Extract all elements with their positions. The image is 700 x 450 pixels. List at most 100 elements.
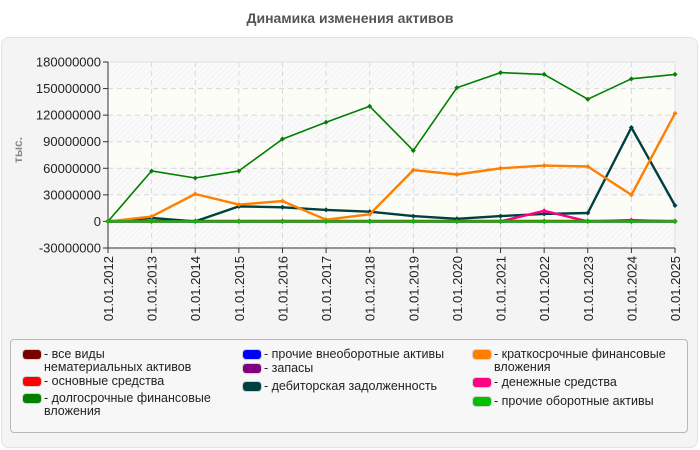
data-point-marker bbox=[236, 218, 242, 224]
legend-swatch-icon bbox=[243, 364, 261, 373]
data-point-marker bbox=[672, 71, 678, 77]
data-point-marker bbox=[279, 136, 285, 142]
legend-item-inventory: - запасы bbox=[243, 362, 473, 375]
data-point-marker bbox=[628, 192, 634, 198]
legend-swatch-icon bbox=[473, 397, 491, 406]
y-tick-label: 120000000 bbox=[36, 108, 101, 123]
legend-item-cash: - денежные средства bbox=[473, 376, 683, 389]
data-point-marker bbox=[279, 198, 285, 204]
x-tick-label: 01.01.2021 bbox=[494, 256, 509, 321]
legend-swatch-icon bbox=[23, 394, 41, 403]
data-point-marker bbox=[541, 208, 547, 214]
data-point-marker bbox=[149, 214, 155, 220]
y-tick-label: 180000000 bbox=[36, 55, 101, 70]
data-point-marker bbox=[323, 218, 329, 224]
legend-item-fixed-assets: - основные средства bbox=[23, 375, 198, 388]
data-point-marker bbox=[672, 202, 678, 208]
data-point-marker bbox=[672, 110, 678, 116]
y-axis-label: тыс. bbox=[11, 137, 25, 163]
data-point-marker bbox=[410, 213, 416, 219]
data-point-marker bbox=[192, 175, 198, 181]
x-tick-label: 01.01.2024 bbox=[624, 256, 639, 321]
data-point-marker bbox=[498, 165, 504, 171]
x-tick-label: 01.01.2017 bbox=[319, 256, 334, 321]
legend-swatch-icon bbox=[473, 350, 491, 359]
data-point-marker bbox=[454, 218, 460, 224]
legend-item-short-term-investments: - краткосрочные финансовые вложения bbox=[473, 348, 683, 374]
line-chart: -30000000 0 30000000 60000000 90000000 120000… bbox=[11, 55, 683, 322]
x-tick-label: 01.01.2012 bbox=[101, 256, 116, 321]
data-point-marker bbox=[367, 218, 373, 224]
x-tick-label: 01.01.2013 bbox=[145, 256, 160, 321]
data-point-marker bbox=[192, 218, 198, 224]
legend-item-intangible: - все виды нематериальных активов bbox=[23, 348, 198, 374]
data-point-marker bbox=[628, 76, 634, 82]
legend: - все виды нематериальных активов - осно… bbox=[10, 339, 688, 433]
data-point-marker bbox=[367, 211, 373, 217]
x-tick-label: 01.01.2023 bbox=[581, 256, 596, 321]
y-tick-label: 150000000 bbox=[36, 81, 101, 96]
data-point-marker bbox=[279, 218, 285, 224]
data-point-marker bbox=[410, 148, 416, 154]
x-tick-label: 01.01.2018 bbox=[363, 256, 378, 321]
data-point-marker bbox=[192, 191, 198, 197]
chart-title: Динамика изменения активов bbox=[246, 10, 454, 26]
data-point-marker bbox=[541, 163, 547, 169]
legend-item-other-noncurrent: - прочие внеоборотные активы bbox=[243, 348, 473, 361]
data-point-marker bbox=[672, 218, 678, 224]
data-point-marker bbox=[323, 207, 329, 213]
legend-swatch-icon bbox=[23, 377, 41, 386]
data-point-marker bbox=[585, 218, 591, 224]
data-point-marker bbox=[585, 96, 591, 102]
x-tick-label: 01.01.2016 bbox=[275, 256, 290, 321]
x-tick-label: 01.01.2022 bbox=[537, 256, 552, 321]
legend-swatch-icon bbox=[23, 350, 41, 359]
data-point-marker bbox=[454, 85, 460, 91]
data-point-marker bbox=[498, 218, 504, 224]
data-point-marker bbox=[236, 202, 242, 208]
data-point-marker bbox=[410, 167, 416, 173]
y-tick-label: 30000000 bbox=[43, 187, 101, 202]
legend-swatch-icon bbox=[243, 350, 261, 359]
data-point-marker bbox=[585, 210, 591, 216]
x-tick-label: 01.01.2020 bbox=[450, 256, 465, 321]
data-point-marker bbox=[323, 119, 329, 125]
x-tick-label: 01.01.2014 bbox=[188, 256, 203, 321]
legend-item-long-term-investments: - долгосрочные финансовые вложения bbox=[23, 392, 223, 418]
data-point-marker bbox=[541, 211, 547, 217]
x-tick-label: 01.01.2025 bbox=[668, 256, 683, 321]
data-point-marker bbox=[236, 168, 242, 174]
series-line bbox=[105, 70, 678, 224]
data-point-marker bbox=[498, 70, 504, 76]
data-point-marker bbox=[149, 168, 155, 174]
data-point-marker bbox=[454, 216, 460, 222]
axes bbox=[107, 62, 675, 249]
y-axis-ticks: -30000000 0 30000000 60000000 90000000 120000… bbox=[36, 55, 108, 256]
data-point-marker bbox=[628, 218, 634, 224]
y-tick-label: 60000000 bbox=[43, 161, 101, 176]
legend-item-receivables: - дебиторская задолженность bbox=[243, 380, 473, 393]
plot-area bbox=[108, 62, 675, 248]
data-point-marker bbox=[541, 71, 547, 77]
data-point-marker bbox=[454, 171, 460, 177]
data-point-marker bbox=[410, 218, 416, 224]
data-series bbox=[105, 70, 678, 224]
data-point-marker bbox=[149, 218, 155, 224]
series-line bbox=[105, 218, 678, 224]
data-point-marker bbox=[628, 125, 634, 131]
data-point-marker bbox=[279, 204, 285, 210]
legend-swatch-icon bbox=[473, 378, 491, 387]
legend-swatch-icon bbox=[243, 382, 261, 391]
data-point-marker bbox=[105, 218, 111, 224]
x-tick-label: 01.01.2015 bbox=[232, 256, 247, 321]
data-point-marker bbox=[367, 103, 373, 109]
legend-item-other-current: - прочие оборотные активы bbox=[473, 395, 683, 408]
y-tick-label: 0 bbox=[94, 214, 101, 229]
y-tick-label: 90000000 bbox=[43, 134, 101, 149]
x-axis-ticks: 01.01.2012 01.01.2013 01.01.2014 01.01.2015… bbox=[101, 248, 683, 321]
x-tick-label: 01.01.2019 bbox=[406, 256, 421, 321]
y-tick-label: -30000000 bbox=[39, 241, 101, 256]
data-point-marker bbox=[541, 218, 547, 224]
data-point-marker bbox=[585, 164, 591, 170]
data-point-marker bbox=[498, 213, 504, 219]
